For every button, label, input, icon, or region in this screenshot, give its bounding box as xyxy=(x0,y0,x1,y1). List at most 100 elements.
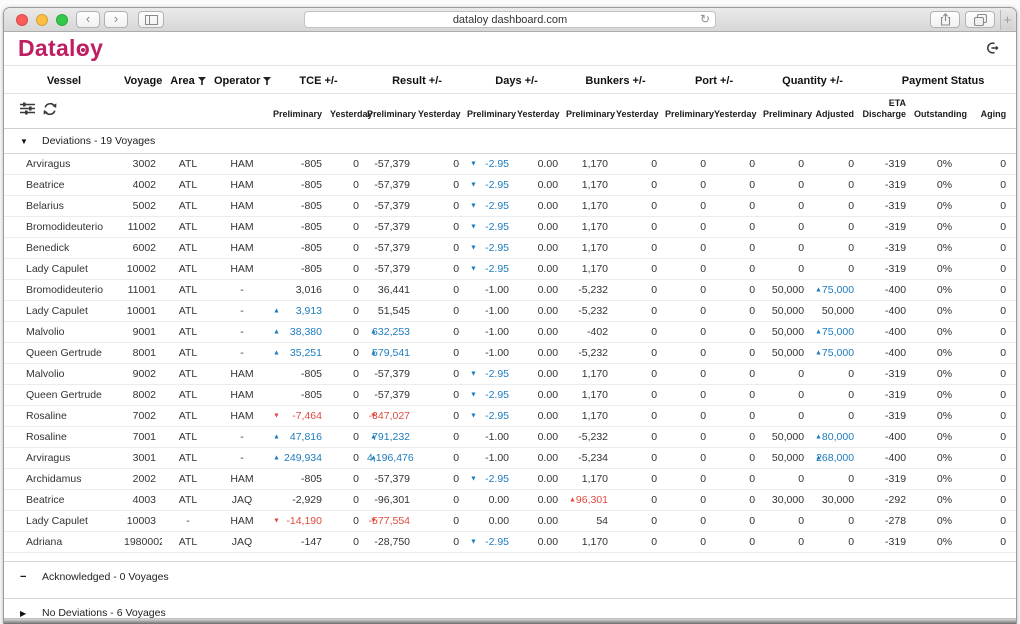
cell-value: -5,232 xyxy=(578,304,609,317)
metric-cell: -5,232 xyxy=(566,279,617,301)
metric-cell: 0 xyxy=(763,363,813,385)
sub-days-preliminary[interactable]: Preliminary xyxy=(467,93,518,129)
sub-outstanding[interactable]: Outstanding xyxy=(914,93,967,129)
table-row[interactable]: Benedick 6002 ATL HAM -805 0 -57,379 0 ▼ -2.95 0.0… xyxy=(4,237,1016,259)
sub-tce-yesterday[interactable]: Yesterday xyxy=(330,93,373,129)
table-row[interactable]: Lady Capulet 10001 ATL - ▲ 3,913 0 51,545 0 -1.00… xyxy=(4,300,1016,322)
table-row[interactable]: Archidamus 2002 ATL HAM -805 0 -57,379 0 ▼ -2.95 0… xyxy=(4,468,1016,490)
metric-cell: 0 xyxy=(763,384,813,406)
table-row[interactable]: Bromodideuterio 11001 ATL - 3,016 0 36,441 0 -1.… xyxy=(4,279,1016,301)
col-operator[interactable]: Operator xyxy=(214,66,272,94)
sub-result-preliminary[interactable]: Preliminary xyxy=(367,93,419,129)
show-tabs-button[interactable] xyxy=(965,11,995,28)
address-bar[interactable]: dataloy dashboard.com ↻ xyxy=(304,11,716,28)
col-days[interactable]: Days +/- xyxy=(467,66,567,94)
col-area[interactable]: Area xyxy=(162,66,214,94)
table-row[interactable]: Arviragus 3001 ATL - ▲ 249,934 0 ▲ 4,196,476 0 -1.… xyxy=(4,447,1016,469)
table-row[interactable]: Adriana 1980002 ATL JAQ -147 0 -28,750 0 ▼ -2.95 0… xyxy=(4,531,1016,553)
table-row[interactable]: Arviragus 3002 ATL HAM -805 0 -57,379 0 ▼ -2.95 0.… xyxy=(4,153,1016,175)
forward-button[interactable]: › xyxy=(104,11,128,28)
minimize-window-icon[interactable] xyxy=(36,13,48,26)
voyage-number: 11001 xyxy=(127,283,156,296)
area-value: ATL xyxy=(178,178,198,191)
zoom-window-icon[interactable] xyxy=(56,13,68,26)
metric-cell: -57,379 xyxy=(367,468,419,490)
section-header-acknowledged[interactable]: − Acknowledged - 0 Voyages xyxy=(4,560,1016,599)
metric-cell: 0 xyxy=(616,195,666,217)
share-button[interactable] xyxy=(930,11,960,28)
cell-value: -805 xyxy=(300,199,322,212)
cell-value: 1,170 xyxy=(581,178,609,191)
vessel-name: Queen Gertrude xyxy=(26,346,102,359)
sub-days-yesterday[interactable]: Yesterday xyxy=(517,93,567,129)
metric-cell: ▼ -2.95 xyxy=(467,174,518,196)
sign-out-button[interactable] xyxy=(985,41,1000,55)
sub-tce-preliminary[interactable]: Preliminary xyxy=(270,93,330,129)
table-row[interactable]: Malvolio 9002 ATL HAM -805 0 -57,379 0 ▼ -2.95 0.0… xyxy=(4,363,1016,385)
table-row[interactable]: Lady Capulet 10003- HAM ▼ -14,190 0 ▼ -577,554 0… xyxy=(4,510,1016,532)
close-window-icon[interactable] xyxy=(16,13,28,26)
metric-cell: 0 xyxy=(812,195,863,217)
metric-cell: ▲ 632,253 xyxy=(367,321,419,343)
sub-bunkers-preliminary[interactable]: Preliminary xyxy=(566,93,617,129)
operator-value: - xyxy=(240,430,244,443)
arrow-down-icon: ▼ xyxy=(470,244,477,252)
cell-value: 0% xyxy=(936,325,953,338)
col-voyage[interactable]: Voyage xyxy=(124,66,162,94)
arrow-up-icon: ▲ xyxy=(815,286,822,294)
table-row[interactable]: Rosaline 7002 ATL HAM ▼ -7,464 0 ▼ -347,027 0 ▼ -2.… xyxy=(4,405,1016,427)
sub-eta-discharge[interactable]: ETA Discharge xyxy=(862,93,915,129)
table-row[interactable]: Queen Gertrude 8001 ATL - ▲ 35,251 0 ▲ 579,541 0-… xyxy=(4,342,1016,364)
cell-value: 0 xyxy=(749,304,756,317)
metric-cell: -805 xyxy=(270,258,330,280)
cell-value: -57,379 xyxy=(374,262,411,275)
metric-cell: 0.00 xyxy=(517,321,567,343)
cell-value: 0 xyxy=(1000,493,1007,506)
filter-icon[interactable] xyxy=(263,77,272,85)
col-vessel[interactable]: Vessel xyxy=(4,66,124,94)
metric-cell: 0 xyxy=(960,531,1016,553)
table-row[interactable]: Belarius 5002 ATL HAM -805 0 -57,379 0 ▼ -2.95 0.0… xyxy=(4,195,1016,217)
col-quantity[interactable]: Quantity +/- xyxy=(763,66,863,94)
sub-result-yesterday[interactable]: Yesterday xyxy=(418,93,468,129)
table-row[interactable]: Bromodideuterio 11002 ATL HAM -805 0 -57,379 0 ▼… xyxy=(4,216,1016,238)
table-controls xyxy=(4,93,270,129)
section-header-nodeviations[interactable]: ▶ No Deviations - 6 Voyages xyxy=(4,598,1016,618)
sub-aging[interactable]: Aging xyxy=(960,93,1016,129)
sidebar-toggle-button[interactable] xyxy=(138,11,164,28)
sub-bunkers-yesterday[interactable]: Yesterday xyxy=(616,93,666,129)
col-result[interactable]: Result +/- xyxy=(367,66,468,94)
vessel-name: Beatrice xyxy=(26,178,65,191)
sub-quantity-adjusted[interactable]: Adjusted xyxy=(812,93,863,129)
col-port[interactable]: Port +/- xyxy=(665,66,764,94)
col-payment-status[interactable]: Payment Status xyxy=(862,66,1016,94)
column-settings-button[interactable] xyxy=(20,102,35,115)
table-row[interactable]: Malvolio 9001 ATL - ▲ 38,380 0 ▲ 632,253 0 -1.00 0.… xyxy=(4,321,1016,343)
sub-quantity-preliminary[interactable]: Preliminary xyxy=(763,93,812,129)
cell-value: 0 xyxy=(651,409,658,422)
filter-icon[interactable] xyxy=(197,77,206,85)
cell-value: -1.00 xyxy=(485,430,510,443)
cell-value: 0.00 xyxy=(537,241,559,254)
col-bunkers[interactable]: Bunkers +/- xyxy=(566,66,666,94)
new-tab-button[interactable]: + xyxy=(1000,9,1014,30)
refresh-button[interactable] xyxy=(43,102,57,116)
cell-value: 75,000 xyxy=(821,325,855,338)
reload-icon[interactable]: ↻ xyxy=(699,12,710,26)
sub-port-preliminary[interactable]: Preliminary xyxy=(665,93,714,129)
cell-value: 0 xyxy=(651,388,658,401)
back-button[interactable]: ‹ xyxy=(76,11,100,28)
table-row[interactable]: Beatrice 4003 ATL JAQ -2,929 0 -96,301 0 0.00 0.0… xyxy=(4,489,1016,511)
metric-cell: ▼ -2.95 xyxy=(467,531,518,553)
table-row[interactable]: Lady Capulet 10002 ATL HAM -805 0 -57,379 0 ▼ -2.… xyxy=(4,258,1016,280)
metric-cell: -400 xyxy=(862,279,915,301)
cell-value: -5,234 xyxy=(578,451,609,464)
cell-value: -805 xyxy=(300,472,322,485)
table-row[interactable]: Queen Gertrude 8002 ATL HAM -805 0 -57,379 0 ▼ -2… xyxy=(4,384,1016,406)
section-header-deviations[interactable]: ▼ Deviations - 19 Voyages xyxy=(4,128,1016,154)
col-tce[interactable]: TCE +/- xyxy=(270,66,368,94)
voyage-number: 11002 xyxy=(127,220,156,233)
table-row[interactable]: Rosaline 7001 ATL - ▲ 47,816 0 ▲ 791,232 0 -1.00 0.… xyxy=(4,426,1016,448)
table-row[interactable]: Beatrice 4002 ATL HAM -805 0 -57,379 0 ▼ -2.95 0.0… xyxy=(4,174,1016,196)
sub-port-yesterday[interactable]: Yesterday xyxy=(714,93,764,129)
